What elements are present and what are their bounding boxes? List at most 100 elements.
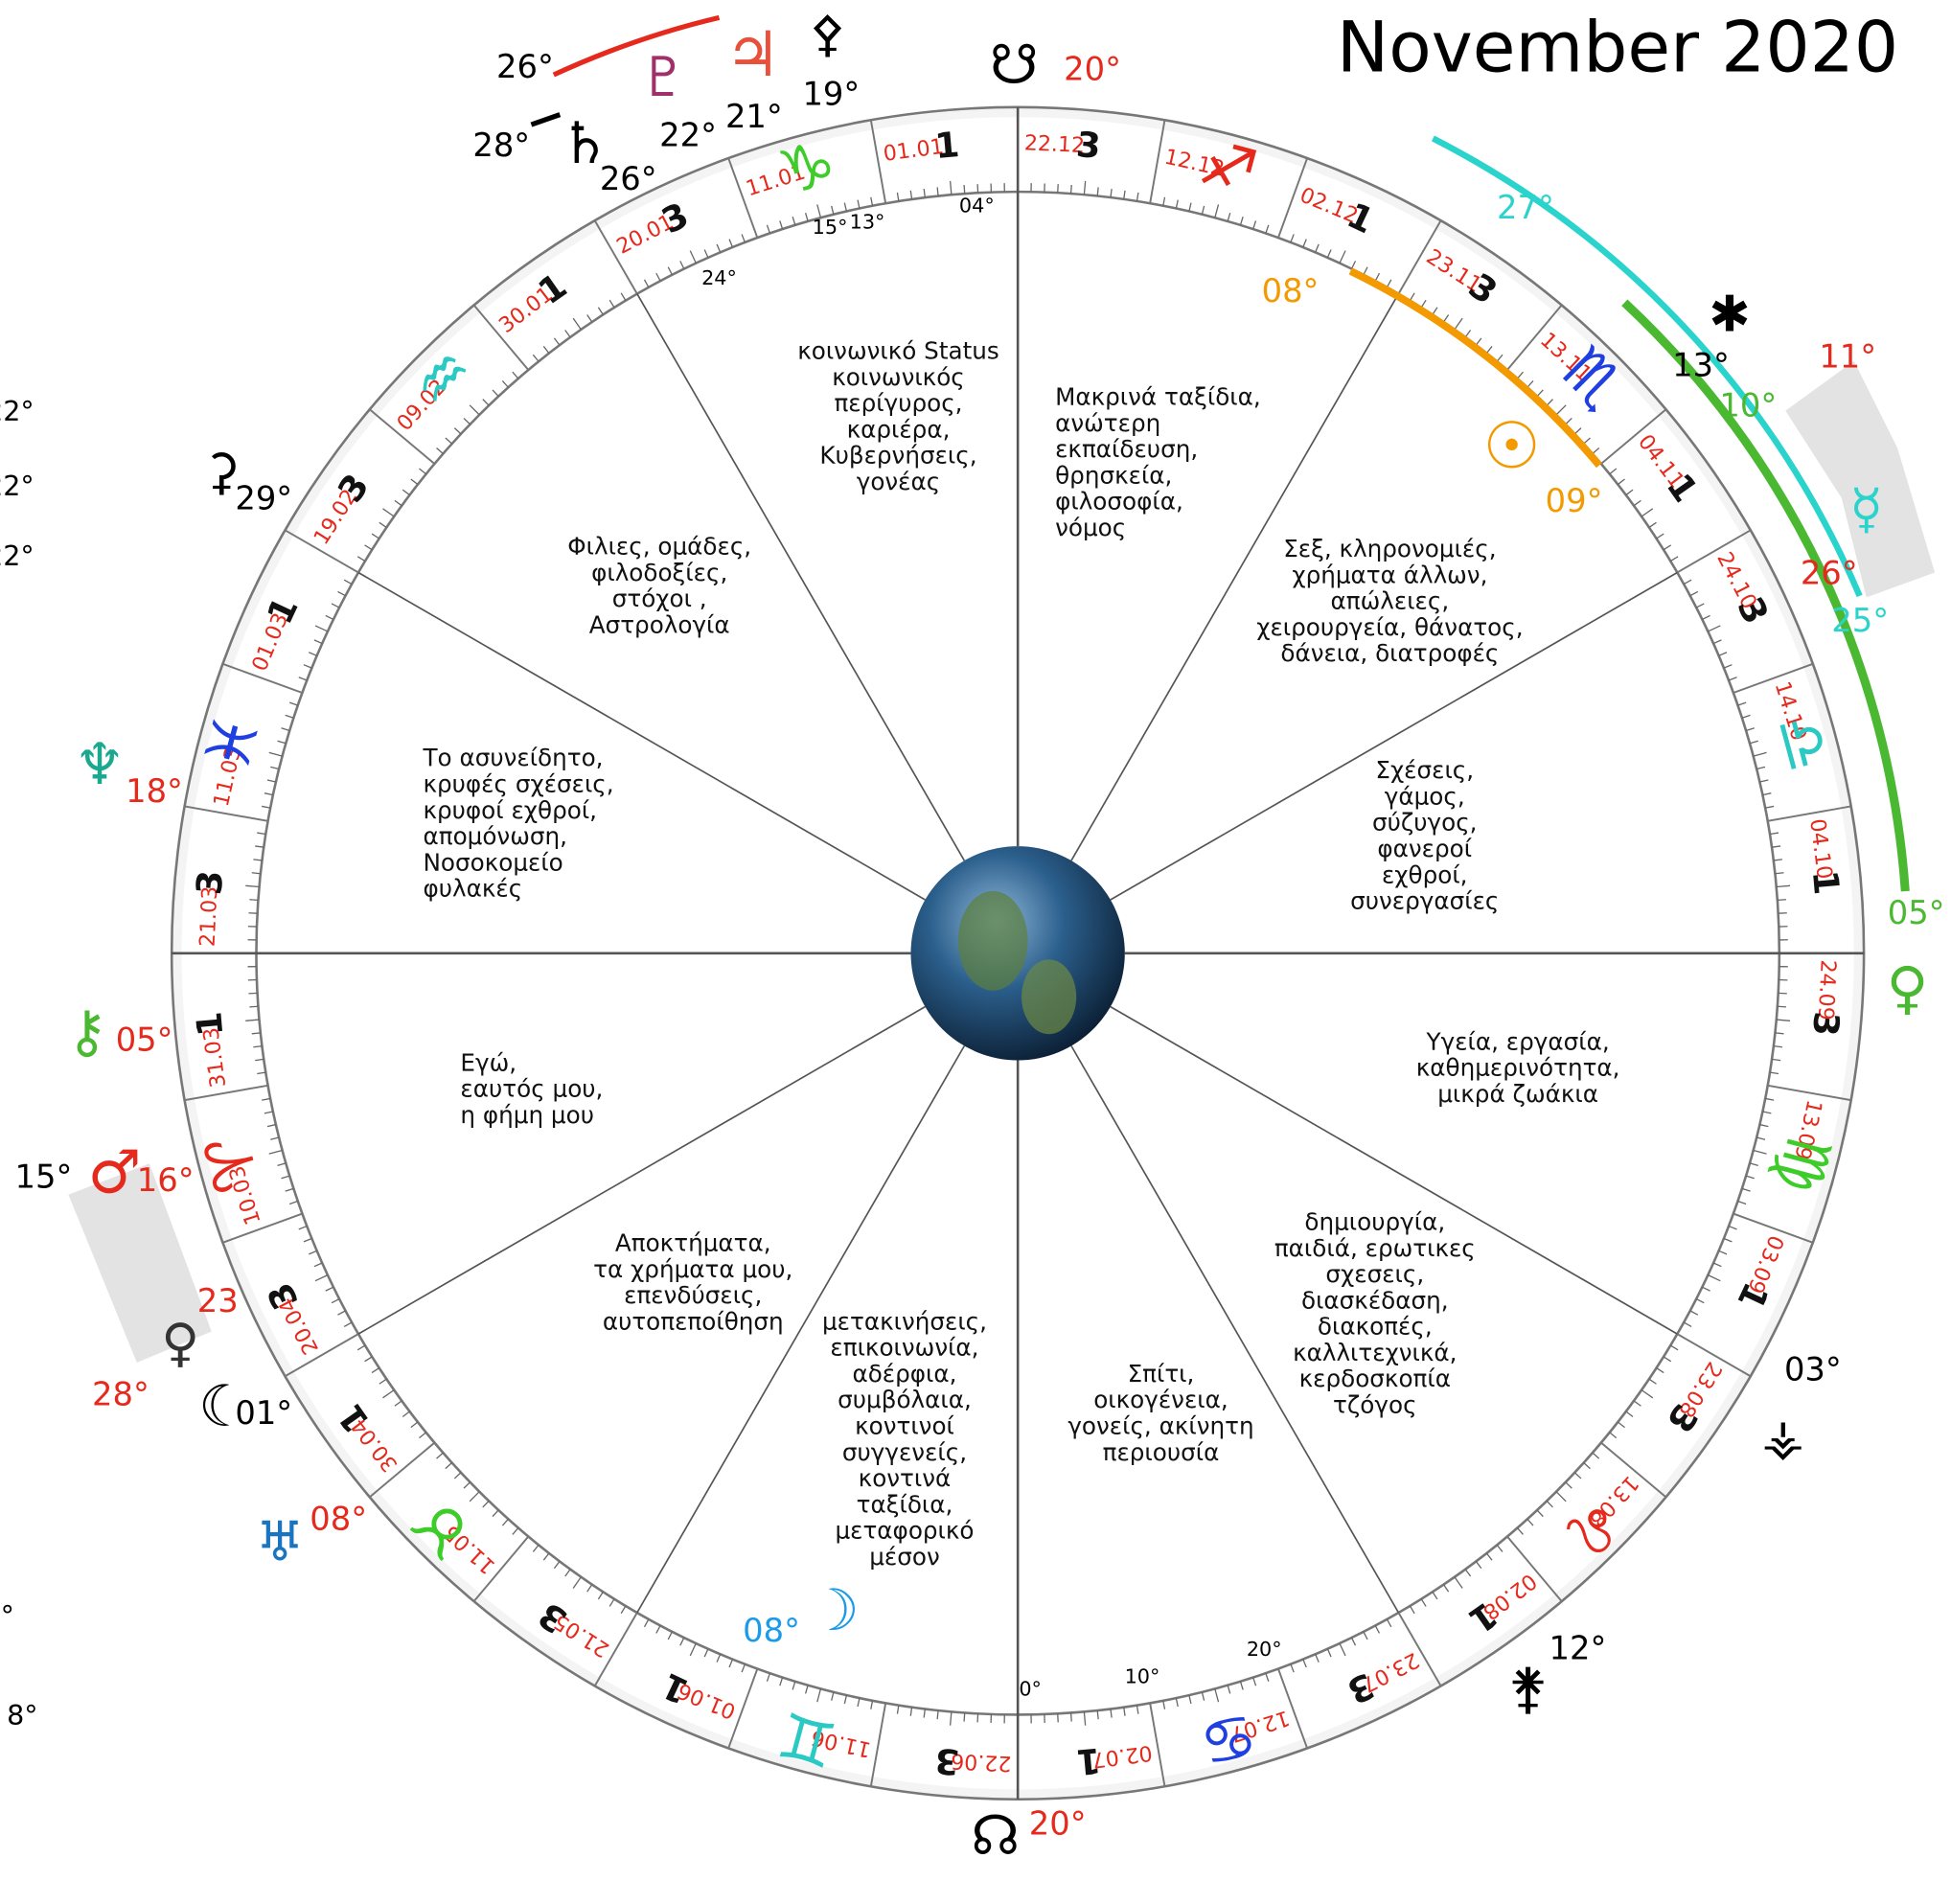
house-text: επικοινωνία, [830, 1334, 978, 1362]
scale-label: 10° [1125, 1665, 1160, 1688]
planet-marker: 22° [0, 470, 34, 502]
house-text: καριέρα, [847, 415, 951, 443]
planet-marker: 21° [725, 98, 783, 135]
planet-marker: ⚴ [809, 6, 845, 63]
planet-marker: 22° [0, 539, 34, 572]
house-text: εκπαίδευση, [1055, 435, 1198, 463]
scale-label: 20° [1247, 1638, 1282, 1661]
house-text: Νοσοκομείο [423, 848, 562, 876]
degree-tick [1071, 185, 1072, 194]
planet-marker: 26° [496, 48, 554, 85]
planet-marker: 26° [1801, 555, 1858, 592]
planet-marker: 25° [1831, 602, 1889, 639]
planet-marker: ☊ [971, 1804, 1020, 1868]
planet-marker: 15° [15, 1158, 73, 1195]
earth-land [958, 891, 1028, 991]
house-text: στόχοι , [612, 585, 707, 612]
earth-land [1021, 959, 1076, 1034]
planet-marker: 08° [310, 1500, 367, 1537]
house-text: περίγυρος, [834, 389, 962, 417]
planet-marker: ⚷ [66, 999, 108, 1066]
planet-marker: 11° [1819, 338, 1876, 376]
house-text: γονέας [857, 468, 941, 495]
house-text: οικογένεια, [1093, 1386, 1228, 1413]
house-text: φιλοσοφία, [1055, 488, 1183, 516]
decan-number: 1 [933, 124, 961, 167]
decan-number: 1 [188, 1010, 231, 1038]
house-text: Αποκτήματα, [615, 1229, 771, 1257]
house-text: ανώτερη [1055, 409, 1160, 437]
planet-marker: ⚶ [1762, 1410, 1804, 1467]
house-text: κρυφές σχέσεις, [423, 770, 613, 798]
decan-number: 1 [1074, 1740, 1102, 1783]
planet-marker: 28° [472, 126, 530, 164]
house-text: θρησκεία, [1055, 461, 1172, 489]
planet-marker: 08° [743, 1612, 800, 1649]
planet-marker: 08° [1262, 272, 1320, 310]
planet-marker: 09° [1546, 482, 1603, 519]
degree-tick [964, 1713, 965, 1722]
planet-marker: ♇ [638, 46, 687, 109]
house-text: απώλειες, [1331, 587, 1450, 615]
house-text: η φήμη μου [460, 1101, 594, 1129]
planet-marker: 05° [1888, 894, 1945, 931]
house-text: παιδιά, ερωτικες [1274, 1234, 1476, 1262]
planet-marker: 27° [1497, 189, 1554, 226]
planet-marker: 29° [235, 480, 292, 517]
house-text: απομόνωση, [423, 822, 566, 850]
planet-marker: ♂ [88, 1136, 142, 1206]
scale-label: 04° [959, 195, 995, 218]
planet-marker: ♀ [161, 1312, 199, 1373]
house-text: χρήματα άλλων, [1292, 561, 1487, 588]
house-text: περιουσία [1103, 1438, 1220, 1466]
degree-tick [1778, 1006, 1786, 1007]
house-text: εχθροί, [1382, 860, 1468, 888]
house-text: μικρά ζωάκια [1437, 1080, 1598, 1108]
house-text: φιλοδοξίες, [591, 559, 727, 586]
planet-marker: 13° [1672, 347, 1730, 384]
house-text: διασκέδαση, [1301, 1286, 1449, 1314]
planet-marker: ✱ [1709, 286, 1751, 343]
degree-tick [1071, 1713, 1072, 1722]
planet-marker: 20° [1064, 51, 1121, 88]
house-text: κοινωνικό Status [797, 337, 999, 365]
astro-wheel: November 2020 22.1212.1202.1223.1113.110… [0, 0, 1951, 1904]
decan-number: 3 [1804, 1010, 1848, 1038]
scale-label: 15° [813, 216, 848, 239]
house-text: σύζυγος, [1372, 809, 1478, 837]
house-text: επενδύσεις, [624, 1281, 762, 1309]
planet-marker: 10° [1719, 386, 1777, 424]
planet-marker: ☋ [990, 34, 1039, 97]
house-text: κοινωνικός [832, 363, 965, 391]
degree-tick [964, 185, 965, 194]
decan-number: 3 [1074, 124, 1102, 167]
planet-marker: 22° [659, 117, 717, 154]
scale-label: 0° [1019, 1677, 1042, 1700]
house-text: φυλακές [423, 875, 522, 903]
house-text: σχεσεις, [1325, 1260, 1424, 1288]
house-text: χειρουργεία, θάνατος, [1256, 613, 1523, 641]
planet-marker: ♃ [724, 19, 780, 91]
house-text: εαυτός μου, [460, 1075, 603, 1103]
planet-marker: ⚵ [1508, 1658, 1549, 1721]
planet-marker: ☿ [1849, 478, 1883, 541]
scale-label: 24° [701, 266, 737, 289]
house-text: ταξίδια, [857, 1490, 953, 1518]
house-text: Υγεία, εργασία, [1426, 1027, 1610, 1055]
range-line [531, 115, 560, 125]
planet-marker: ☉ [1482, 408, 1541, 484]
house-text: Μακρινά ταξίδια, [1055, 383, 1261, 411]
house-text: αδέρφια, [852, 1360, 956, 1388]
house-text: κρυφοί εχθροί, [423, 796, 597, 824]
house-text: Εγώ, [460, 1048, 516, 1076]
planet-marker: 18° [126, 772, 183, 810]
house-text: καθημερινότητα, [1416, 1054, 1620, 1082]
house-text: γονείς, ακίνητη [1067, 1412, 1253, 1440]
house-text: τζόγος [1333, 1390, 1417, 1418]
house-text: κερδοσκοπία [1299, 1365, 1451, 1392]
planet-marker: ♀ [1887, 956, 1929, 1022]
house-text: νόμος [1055, 514, 1126, 541]
range-line [554, 17, 720, 75]
planet-marker: 28° [92, 1376, 149, 1413]
planet-marker: 16° [137, 1161, 195, 1199]
